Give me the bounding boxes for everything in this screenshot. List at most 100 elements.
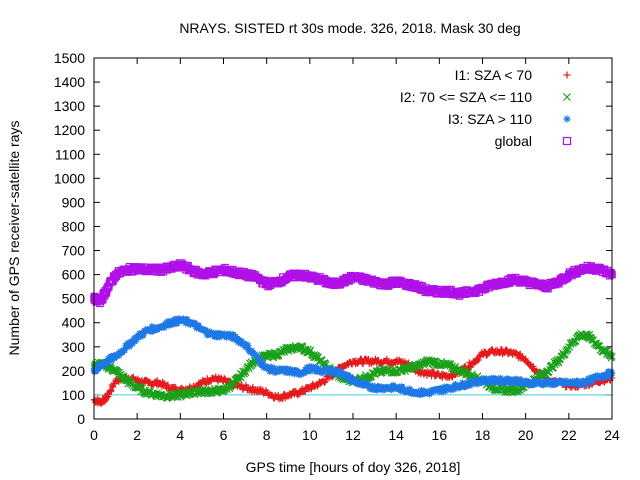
y-tick-label: 200 xyxy=(62,363,86,379)
legend-marker xyxy=(563,71,571,79)
x-axis-ticks: 0 2 4 6 8 10 12 14 16 18 20 22 24 xyxy=(90,58,620,443)
data-point-interp xyxy=(108,277,117,286)
y-tick-label: 800 xyxy=(62,218,86,234)
data-point-interp xyxy=(388,386,395,394)
data-point-interp xyxy=(606,352,615,360)
x-tick-label: 16 xyxy=(432,427,448,443)
data-point-interp xyxy=(389,381,397,389)
data-point-interp xyxy=(418,386,425,394)
y-tick-label: 100 xyxy=(62,387,86,403)
y-tick-label: 1000 xyxy=(54,170,85,186)
x-tick-label: 0 xyxy=(90,427,98,443)
data-point-interp xyxy=(127,342,134,349)
data-point-interp xyxy=(320,369,327,376)
x-tick-label: 20 xyxy=(518,427,534,443)
legend-marker xyxy=(563,115,571,123)
data-point-interp xyxy=(202,327,209,334)
data-point-interp xyxy=(276,368,283,376)
data-point-interp xyxy=(538,378,546,385)
y-tick-label: 1400 xyxy=(54,74,85,90)
data-point-interp xyxy=(603,347,611,355)
data-point-interp xyxy=(450,386,458,393)
data-point-interp xyxy=(507,379,514,387)
data-point-interp xyxy=(307,368,314,375)
chart-title: NRAYS. SISTED rt 30s mode. 326, 2018. Ma… xyxy=(179,20,520,36)
plot-frame xyxy=(93,57,613,420)
series-3 xyxy=(90,259,616,308)
data-point-interp xyxy=(430,368,438,376)
data-point-interp xyxy=(248,347,256,354)
data-point-interp xyxy=(544,381,552,388)
y-axis-ticks: 0 100 200 300 400 500 600 700 800 900 1000 1100 1200… xyxy=(54,50,612,427)
data-point-interp xyxy=(599,374,606,381)
data-point-interp xyxy=(530,363,537,370)
data-point-interp xyxy=(584,380,591,387)
data-point-interp xyxy=(524,378,532,385)
x-tick-label: 14 xyxy=(388,427,404,443)
data-point-interp xyxy=(107,388,114,395)
x-tick-label: 8 xyxy=(263,427,271,443)
legend-label: I3: SZA > 110 xyxy=(448,111,532,127)
data-point-interp xyxy=(172,384,179,391)
y-tick-label: 900 xyxy=(62,194,86,210)
data-point-interp xyxy=(517,350,524,358)
data-point-interp xyxy=(121,346,129,354)
data-point-interp xyxy=(373,387,381,394)
legend: I1: SZA < 70 I2: 70 <= SZA <= 110 I3: SZA … xyxy=(400,67,572,149)
data-point-interp xyxy=(226,384,234,393)
data-point-interp xyxy=(478,379,485,386)
series-group xyxy=(90,259,616,408)
data-point-interp xyxy=(381,386,388,393)
legend-label: I1: SZA < 70 xyxy=(455,67,533,83)
data-point-interp xyxy=(405,388,412,396)
legend-label: global xyxy=(495,133,532,149)
data-point-interp xyxy=(473,381,481,388)
data-point-interp xyxy=(171,315,179,323)
data-point-interp xyxy=(378,383,385,390)
data-point-interp xyxy=(607,269,616,278)
data-point-interp xyxy=(415,388,422,395)
data-point-interp xyxy=(291,370,298,378)
data-point-interp xyxy=(221,375,228,382)
data-point-interp xyxy=(588,379,596,386)
x-tick-label: 2 xyxy=(133,427,141,443)
x-tick-label: 24 xyxy=(604,427,620,443)
y-tick-label: 600 xyxy=(62,267,86,283)
data-point-interp xyxy=(345,372,352,379)
x-tick-label: 10 xyxy=(302,427,318,443)
y-tick-label: 500 xyxy=(62,291,86,307)
data-point-interp xyxy=(466,382,474,389)
data-point-interp xyxy=(606,268,615,277)
data-point-interp xyxy=(442,387,449,395)
data-point-interp xyxy=(504,375,512,383)
data-point-interp xyxy=(332,366,339,373)
y-tick-label: 1200 xyxy=(54,122,85,138)
data-point-interp xyxy=(244,342,252,349)
y-tick-label: 700 xyxy=(62,243,86,259)
data-point-interp xyxy=(149,328,156,335)
legend-marker xyxy=(563,93,571,101)
data-point-interp xyxy=(174,320,181,327)
data-point-interp xyxy=(313,352,321,360)
data-point-interp xyxy=(140,331,147,339)
data-point-interp xyxy=(108,387,115,394)
x-tick-label: 12 xyxy=(345,427,361,443)
data-point-interp xyxy=(271,364,278,372)
series-2 xyxy=(90,315,616,399)
data-point-interp xyxy=(281,367,288,374)
data-point-interp xyxy=(105,359,112,366)
data-point-interp xyxy=(227,330,234,338)
legend-label: I2: 70 <= SZA <= 110 xyxy=(400,89,532,105)
x-axis-label: GPS time [hours of doy 326, 2018] xyxy=(246,459,461,475)
y-tick-label: 400 xyxy=(62,315,86,331)
data-point-interp xyxy=(184,316,191,323)
data-point-interp xyxy=(347,373,354,380)
data-point-interp xyxy=(399,383,406,391)
data-point-interp xyxy=(475,356,482,364)
legend-marker xyxy=(562,136,572,146)
data-point-interp xyxy=(259,359,267,366)
data-point-interp xyxy=(278,395,286,402)
y-tick-label: 0 xyxy=(77,411,85,427)
x-tick-label: 6 xyxy=(220,427,228,443)
